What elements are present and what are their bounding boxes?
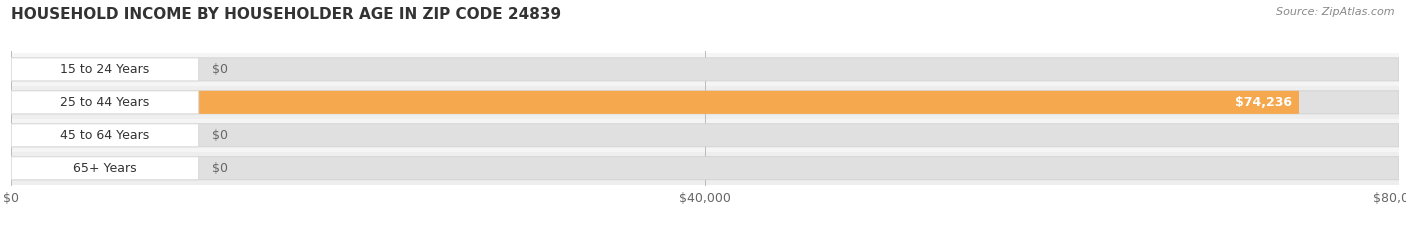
- Bar: [11, 86, 1399, 119]
- FancyBboxPatch shape: [11, 58, 198, 81]
- Text: 45 to 64 Years: 45 to 64 Years: [60, 129, 149, 142]
- FancyBboxPatch shape: [11, 91, 198, 114]
- FancyBboxPatch shape: [11, 157, 198, 180]
- Text: $74,236: $74,236: [1234, 96, 1292, 109]
- Text: 65+ Years: 65+ Years: [73, 162, 136, 175]
- FancyBboxPatch shape: [11, 157, 1399, 180]
- Text: 15 to 24 Years: 15 to 24 Years: [60, 63, 149, 76]
- FancyBboxPatch shape: [11, 124, 198, 147]
- Text: HOUSEHOLD INCOME BY HOUSEHOLDER AGE IN ZIP CODE 24839: HOUSEHOLD INCOME BY HOUSEHOLDER AGE IN Z…: [11, 7, 561, 22]
- Bar: [11, 119, 1399, 152]
- Text: Source: ZipAtlas.com: Source: ZipAtlas.com: [1277, 7, 1395, 17]
- FancyBboxPatch shape: [11, 124, 1399, 147]
- Text: 25 to 44 Years: 25 to 44 Years: [60, 96, 149, 109]
- FancyBboxPatch shape: [11, 124, 198, 147]
- FancyBboxPatch shape: [11, 58, 1399, 81]
- FancyBboxPatch shape: [11, 91, 1399, 114]
- FancyBboxPatch shape: [11, 157, 198, 180]
- Text: $0: $0: [212, 129, 228, 142]
- Text: $0: $0: [212, 162, 228, 175]
- Bar: [11, 152, 1399, 185]
- FancyBboxPatch shape: [11, 91, 1299, 114]
- FancyBboxPatch shape: [11, 58, 198, 81]
- Bar: [11, 53, 1399, 86]
- Text: $0: $0: [212, 63, 228, 76]
